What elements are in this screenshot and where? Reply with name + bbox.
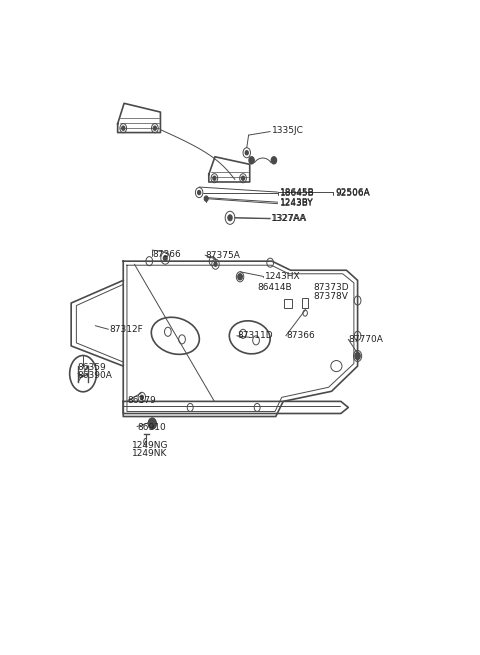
- Text: 87770A: 87770A: [348, 335, 384, 344]
- Circle shape: [148, 418, 156, 429]
- Circle shape: [204, 196, 208, 201]
- Circle shape: [140, 396, 144, 400]
- Text: 87373D: 87373D: [313, 284, 348, 292]
- Text: 92506A: 92506A: [335, 188, 370, 197]
- Text: 86359: 86359: [78, 363, 107, 372]
- Bar: [284, 299, 292, 308]
- Text: 1243BY: 1243BY: [279, 198, 313, 207]
- Text: 87366: 87366: [286, 331, 315, 341]
- Text: 87312F: 87312F: [109, 325, 143, 334]
- Text: 1249NG: 1249NG: [132, 441, 168, 450]
- Text: 87366: 87366: [152, 250, 181, 259]
- Circle shape: [122, 126, 125, 130]
- Text: 1243HX: 1243HX: [264, 272, 300, 281]
- Text: 87375A: 87375A: [205, 251, 240, 259]
- Wedge shape: [144, 438, 146, 445]
- Text: 1327AA: 1327AA: [272, 214, 307, 223]
- Circle shape: [154, 126, 156, 130]
- Circle shape: [198, 191, 201, 195]
- Circle shape: [271, 157, 276, 164]
- Text: 1243BY: 1243BY: [279, 199, 313, 208]
- Text: 1327AA: 1327AA: [271, 214, 307, 223]
- Text: 1249NK: 1249NK: [132, 449, 167, 458]
- Circle shape: [214, 262, 217, 266]
- Text: 86910: 86910: [137, 423, 166, 432]
- Text: 87311D: 87311D: [237, 331, 273, 341]
- Text: 92506A: 92506A: [335, 189, 370, 198]
- Circle shape: [213, 176, 216, 180]
- Text: 86379: 86379: [128, 396, 156, 405]
- Circle shape: [238, 274, 242, 280]
- Circle shape: [249, 157, 254, 164]
- Text: 87378V: 87378V: [313, 293, 348, 301]
- Text: 18645B: 18645B: [279, 189, 314, 198]
- Circle shape: [241, 176, 244, 180]
- Text: 86390A: 86390A: [78, 371, 113, 380]
- Circle shape: [245, 151, 248, 155]
- Text: 18645B: 18645B: [279, 188, 314, 197]
- Text: 86414B: 86414B: [257, 284, 292, 292]
- Circle shape: [355, 352, 360, 360]
- Circle shape: [228, 215, 232, 221]
- Text: 1335JC: 1335JC: [272, 126, 304, 134]
- Circle shape: [163, 255, 167, 261]
- Bar: [302, 298, 309, 308]
